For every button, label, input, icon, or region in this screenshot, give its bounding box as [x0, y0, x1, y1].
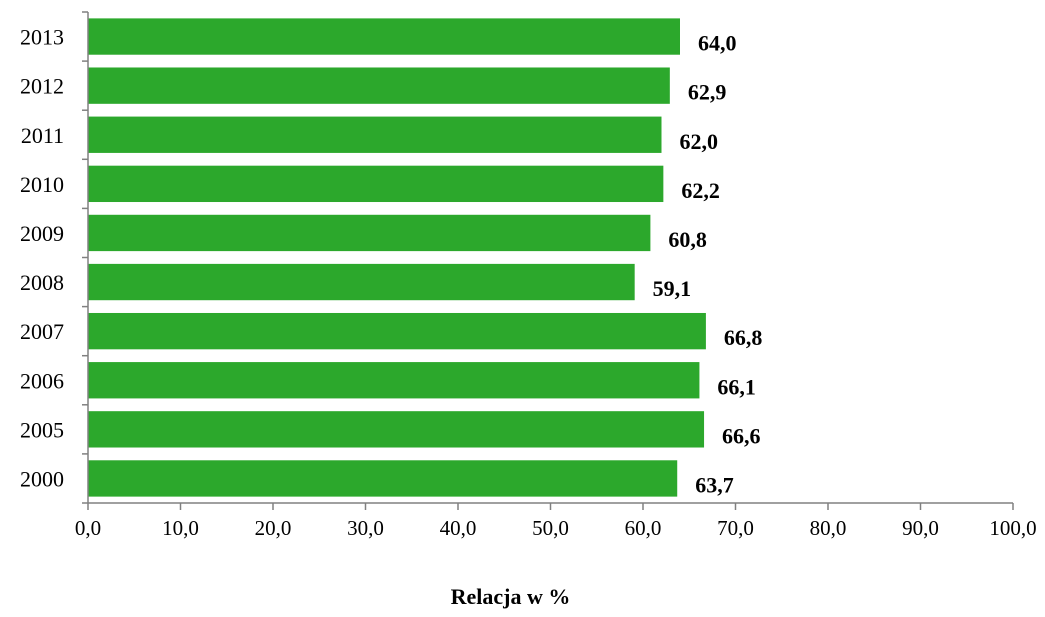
bar-2008: [88, 263, 635, 301]
data-label-2009: 60,8: [668, 227, 707, 252]
labels-layer: 2013 64,0 2012 62,9 2011 62,0 2010 62,2 2009 60,8…: [20, 25, 1037, 540]
bars-layer: [88, 18, 706, 497]
x-tick-label: 90,0: [902, 516, 939, 540]
data-label-2007: 66,8: [724, 325, 763, 350]
data-label-2008: 59,1: [653, 276, 692, 301]
bar-2010: [88, 165, 664, 203]
x-tick-label: 30,0: [347, 516, 384, 540]
bar-2012: [88, 67, 670, 104]
x-tick-label: 10,0: [162, 516, 199, 540]
data-label-2010: 62,2: [681, 178, 720, 203]
y-tick-label-2006: 2006: [20, 368, 64, 393]
data-label-2011: 62,0: [680, 129, 719, 154]
x-axis-title: Relacja w %: [451, 584, 571, 609]
data-label-2000: 63,7: [695, 472, 734, 497]
bar-2011: [88, 116, 662, 153]
y-tick-label-2007: 2007: [20, 319, 64, 344]
y-tick-label-2008: 2008: [20, 270, 64, 295]
x-tick-label: 80,0: [810, 516, 847, 540]
x-tick-label: 20,0: [255, 516, 292, 540]
data-label-2005: 66,6: [722, 423, 761, 448]
x-tick-label: 40,0: [440, 516, 477, 540]
y-tick-label-2013: 2013: [20, 25, 64, 50]
ticks-layer: [82, 11, 1014, 510]
bar-2000: [88, 460, 678, 497]
data-label-2012: 62,9: [688, 80, 727, 105]
y-tick-label-2012: 2012: [20, 74, 64, 99]
y-tick-label-2011: 2011: [21, 123, 64, 148]
y-tick-label-2010: 2010: [20, 172, 64, 197]
bar-2009: [88, 214, 651, 252]
y-tick-label-2005: 2005: [20, 417, 64, 442]
bar-2013: [88, 18, 680, 55]
data-label-2013: 64,0: [698, 31, 737, 56]
y-tick-label-2000: 2000: [20, 466, 64, 491]
bar-2007: [88, 312, 706, 350]
x-tick-label: 70,0: [717, 516, 754, 540]
x-tick-label: 60,0: [625, 516, 662, 540]
bar-2005: [88, 411, 705, 448]
x-tick-label: 100,0: [989, 516, 1036, 540]
x-tick-label: 50,0: [532, 516, 569, 540]
bar-2006: [88, 362, 700, 399]
data-label-2006: 66,1: [717, 374, 756, 399]
y-tick-label-2009: 2009: [20, 221, 64, 246]
x-tick-label: 0,0: [75, 516, 101, 540]
